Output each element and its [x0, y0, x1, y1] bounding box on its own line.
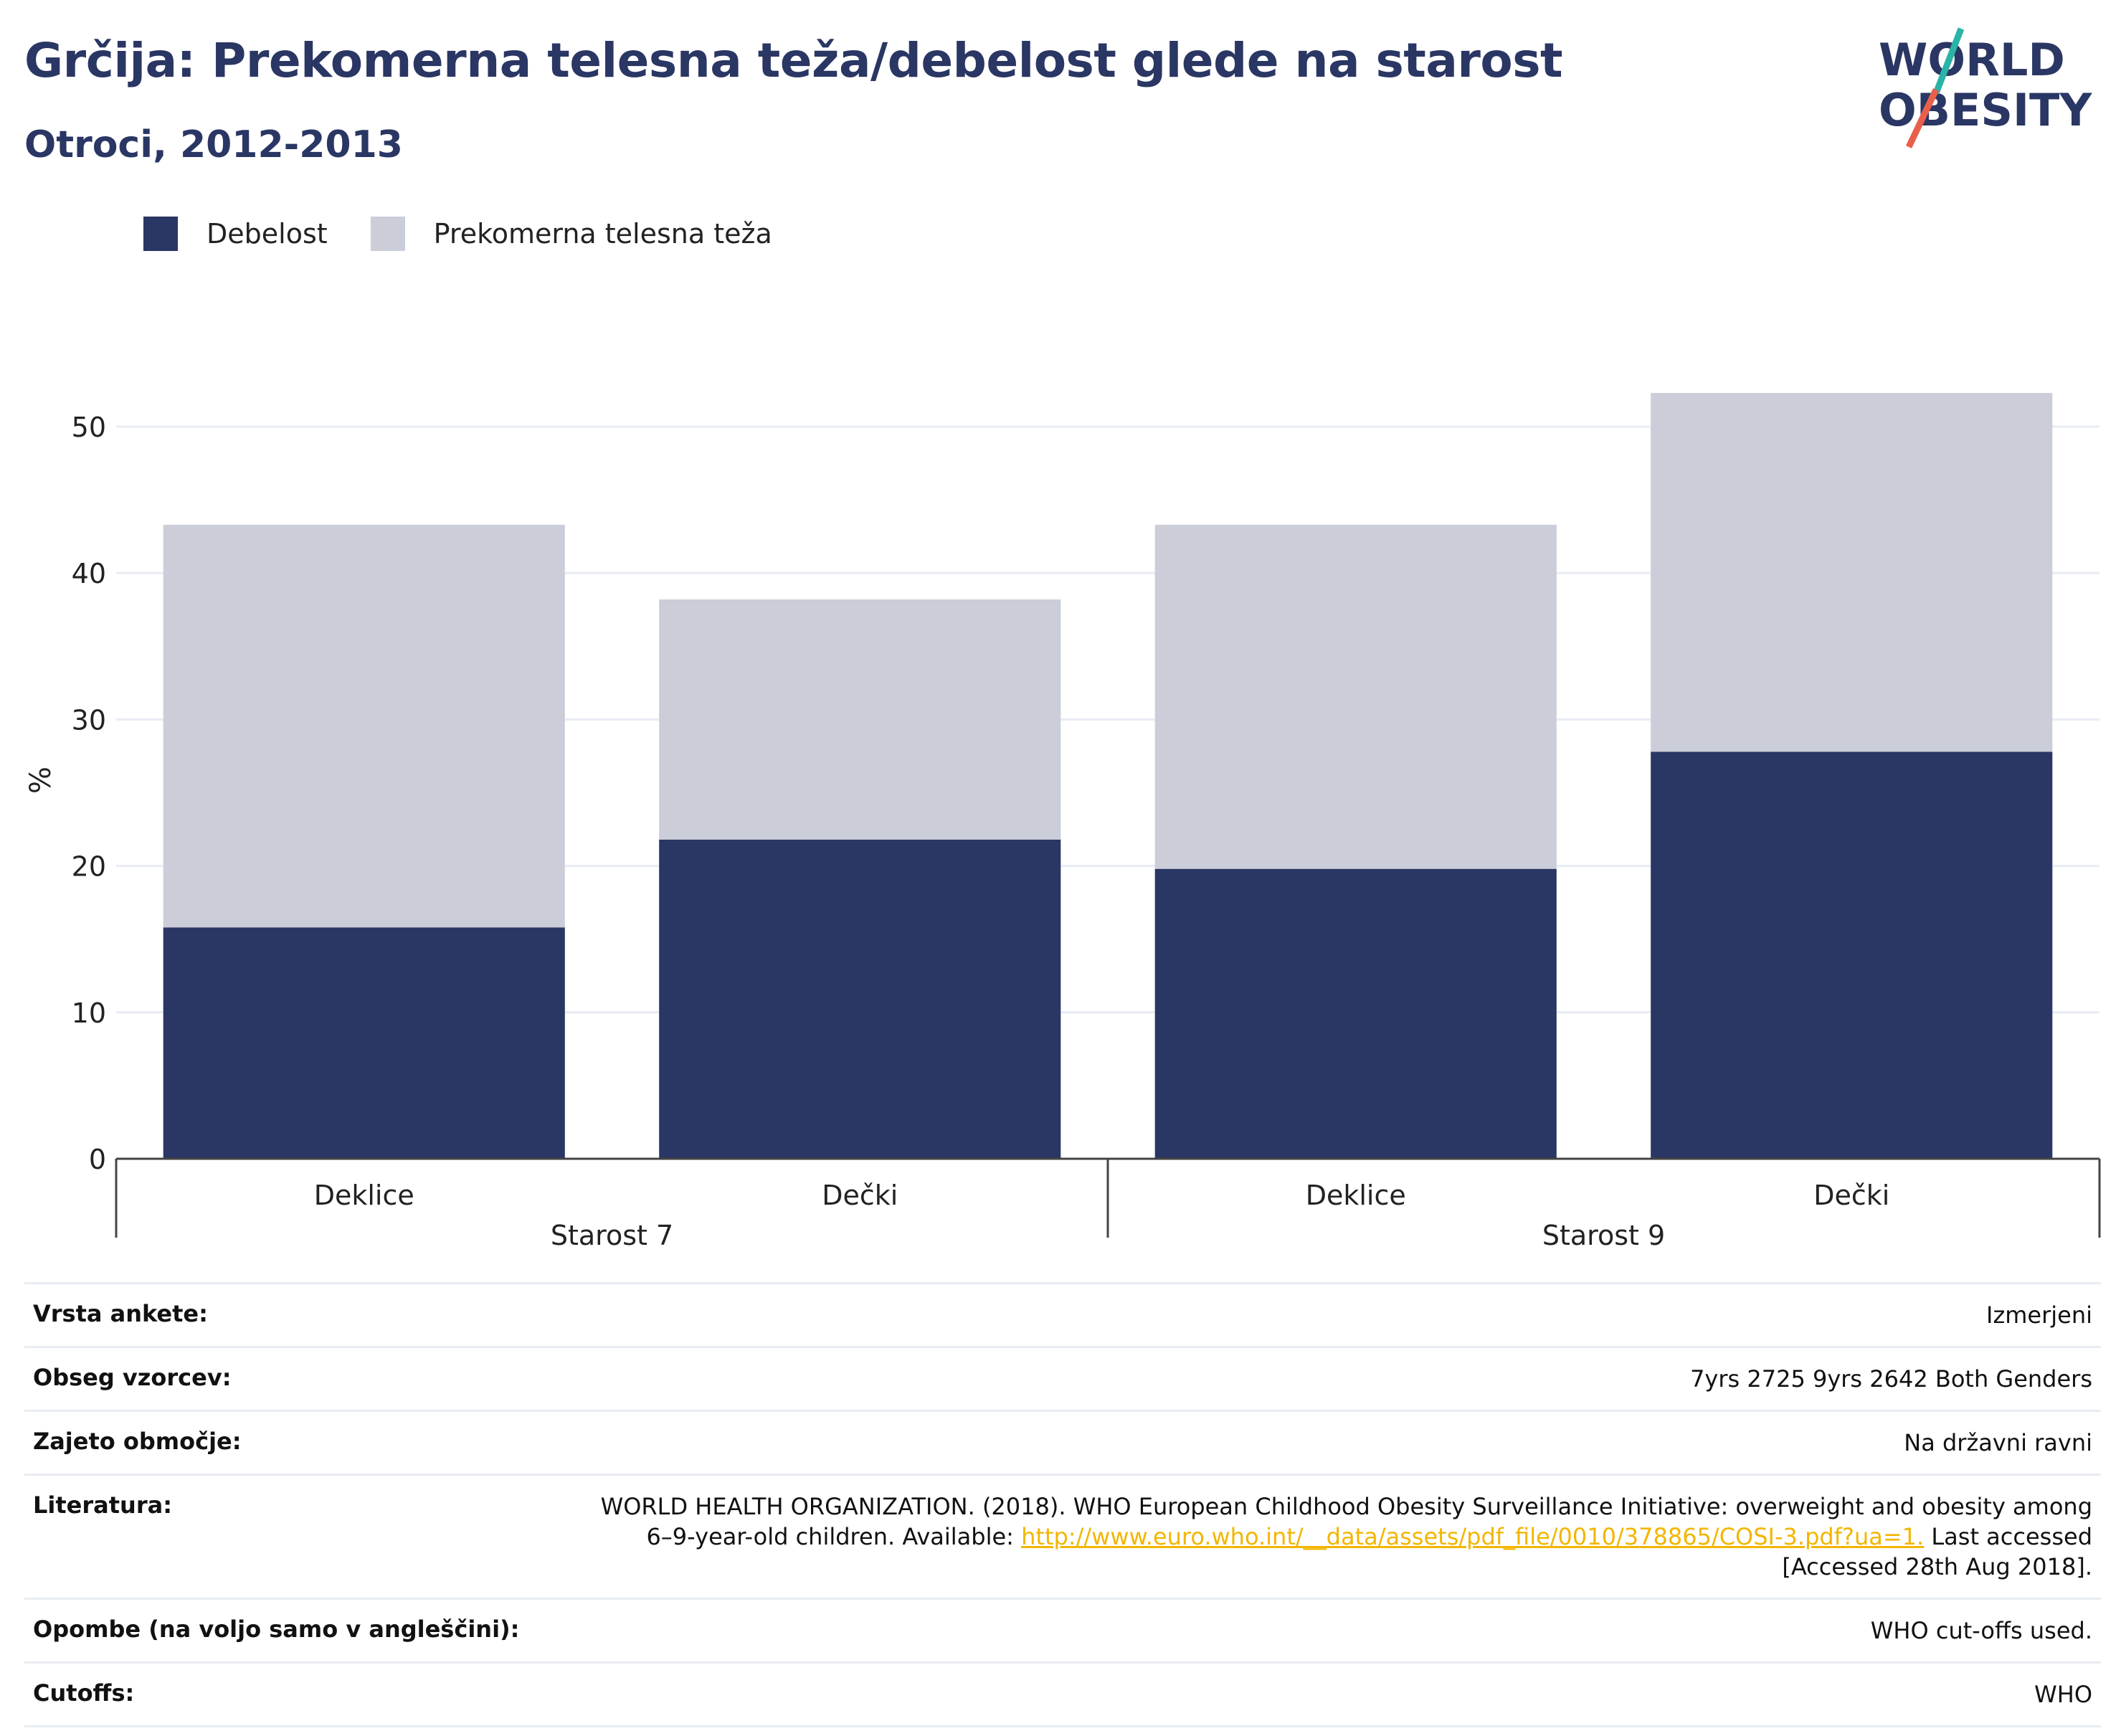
info-value: WORLD HEALTH ORGANIZATION. (2018). WHO E…	[587, 1491, 2092, 1582]
x-group-label: Starost 7	[551, 1220, 673, 1251]
bar-obesity	[1651, 751, 2053, 1159]
y-tick-label: 30	[72, 704, 106, 736]
world-obesity-logo: WORLD OBESITY	[1879, 27, 2092, 148]
info-value: WHO	[2034, 1681, 2092, 1708]
info-value: WHO cut-offs used.	[1870, 1617, 2092, 1644]
info-key: Opombe (na voljo samo v angleščini):	[33, 1616, 520, 1643]
y-tick-label: 0	[89, 1144, 106, 1175]
info-key: Cutoffs:	[33, 1679, 135, 1707]
legend-swatch-obesity	[143, 217, 178, 251]
legend-item-obesity[interactable]: Debelost	[143, 217, 328, 251]
reference-accessed: Last accessed [Accessed 28th Aug 2018].	[1782, 1523, 2092, 1580]
reference-link[interactable]: http://www.euro.who.int/__data/assets/pd…	[1021, 1523, 1925, 1550]
stacked-bar-chart: 0 10 20 30 40 50% Deklice Dečki Deklice Dečki Star…	[24, 393, 2101, 1251]
y-tick-label: 20	[72, 851, 106, 883]
info-key: Obseg vzorcev:	[33, 1364, 232, 1391]
info-row-area-covered: Zajeto območje: Na državni ravni	[24, 1410, 2101, 1474]
y-axis-label: %	[24, 767, 57, 794]
info-value: 7yrs 2725 9yrs 2642 Both Genders	[1690, 1365, 2092, 1393]
legend: Debelost Prekomerna telesna teža	[143, 212, 815, 255]
bar-overweight	[163, 524, 565, 928]
info-key: Zajeto območje:	[33, 1428, 242, 1455]
y-tick-label: 50	[72, 412, 106, 443]
x-category-label: Deklice	[314, 1180, 414, 1211]
x-group-label: Starost 9	[1542, 1220, 1665, 1251]
info-row-sample-size: Obseg vzorcev: 7yrs 2725 9yrs 2642 Both …	[24, 1346, 2101, 1410]
reference-text: WORLD HEALTH ORGANIZATION. (2018). WHO E…	[600, 1493, 2092, 1550]
x-category-label: Dečki	[822, 1180, 898, 1211]
bar-obesity	[659, 839, 1061, 1159]
logo-line1: WORLD	[1879, 34, 2065, 86]
info-row-notes: Opombe (na voljo samo v angleščini): WHO…	[24, 1598, 2101, 1661]
info-table: Vrsta ankete: Izmerjeni Obseg vzorcev: 7…	[24, 1282, 2101, 1727]
y-tick-label: 10	[72, 997, 106, 1029]
chart-title: Grčija: Prekomerna telesna teža/debelost…	[24, 33, 1563, 88]
info-row-references: Literatura: WORLD HEALTH ORGANIZATION. (…	[24, 1474, 2101, 1598]
bar-overweight	[1154, 524, 1557, 869]
info-value: Na državni ravni	[1904, 1429, 2092, 1456]
info-key: Literatura:	[33, 1491, 172, 1519]
bar-overweight	[1651, 393, 2053, 752]
legend-swatch-overweight	[370, 217, 405, 251]
x-category-label: Dečki	[1813, 1180, 1889, 1211]
legend-label-overweight: Prekomerna telesna teža	[433, 218, 772, 250]
legend-label-obesity: Debelost	[207, 218, 328, 250]
logo-red-stroke	[1905, 88, 1940, 148]
info-row-survey-type: Vrsta ankete: Izmerjeni	[24, 1282, 2101, 1346]
info-value: Izmerjeni	[1986, 1301, 2092, 1329]
info-row-cutoffs: Cutoffs: WHO	[24, 1661, 2101, 1727]
y-tick-label: 40	[72, 558, 106, 589]
bar-obesity	[163, 927, 565, 1159]
legend-item-overweight[interactable]: Prekomerna telesna teža	[370, 217, 772, 251]
bar-obesity	[1154, 868, 1557, 1159]
logo-teal-stroke	[1932, 27, 1965, 95]
chart-subtitle: Otroci, 2012-2013	[24, 123, 403, 166]
info-key: Vrsta ankete:	[33, 1300, 208, 1327]
x-category-label: Deklice	[1306, 1180, 1406, 1211]
logo-line2: OBESITY	[1879, 84, 2092, 136]
bar-overweight	[659, 599, 1061, 840]
